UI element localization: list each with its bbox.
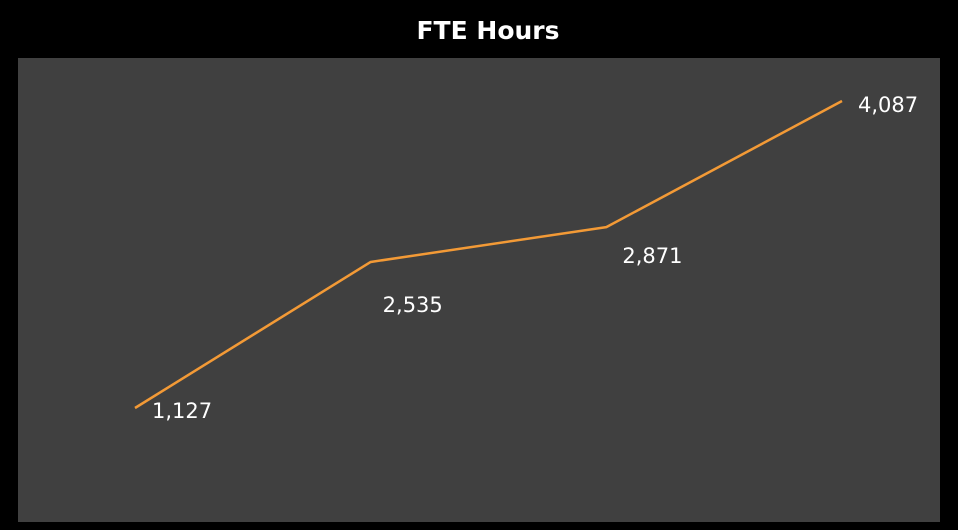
- value-label: 1,127: [152, 399, 212, 423]
- value-label: 4,087: [858, 93, 918, 117]
- chart-title: FTE Hours: [416, 16, 559, 45]
- line: [134, 99, 843, 410]
- plot-panel: [18, 58, 940, 522]
- value-label: 2,871: [622, 244, 682, 268]
- value-label: 2,535: [383, 293, 443, 317]
